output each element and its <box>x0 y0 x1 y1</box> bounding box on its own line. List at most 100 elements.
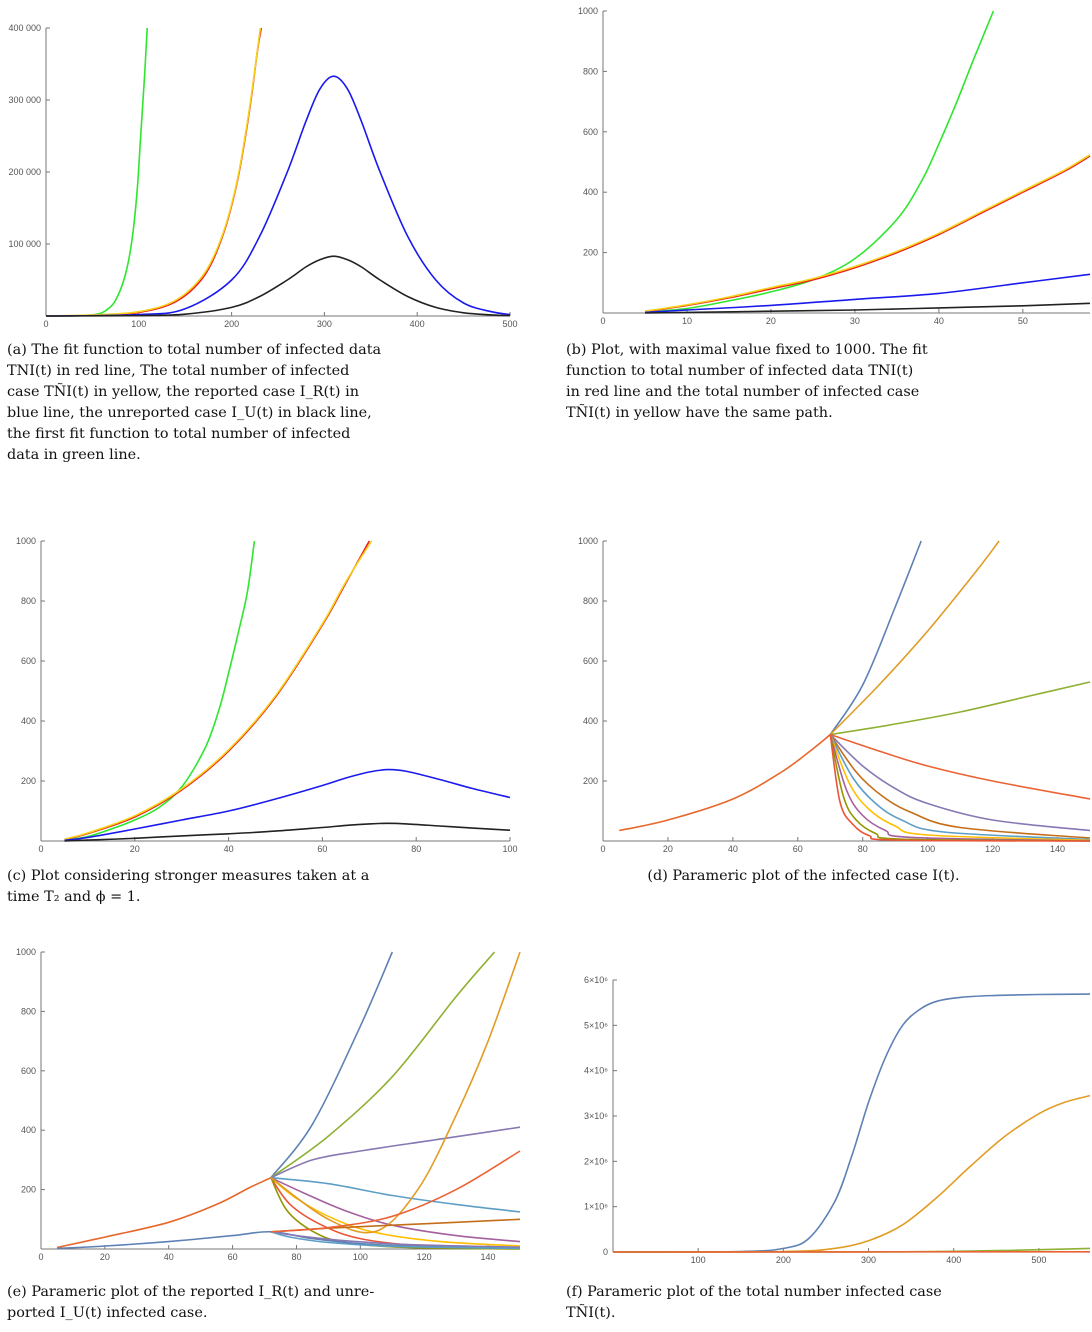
series-line <box>270 1231 521 1250</box>
x-tick-label: 30 <box>850 316 860 326</box>
x-tick-label: 400 <box>946 1255 961 1265</box>
series-line <box>46 255 511 317</box>
series-line <box>64 540 373 840</box>
caption-line: (e) Parameric plot of the reported I_R(t… <box>7 1284 375 1300</box>
series-line <box>270 951 521 1234</box>
series-line <box>829 734 1091 842</box>
series-line <box>64 768 511 842</box>
x-tick-label: 0 <box>600 844 605 854</box>
y-tick-label: 1000 <box>578 536 598 546</box>
x-tick-label: 100 <box>691 1255 706 1265</box>
x-tick-label: 20 <box>766 316 776 326</box>
chart-d: 0 20 40 60 80 100 120 140 200 400 600 800 1000 <box>578 536 1091 854</box>
caption-line: time T₂ and ϕ = 1. <box>7 889 141 905</box>
y-tick-label: 400 <box>583 716 598 726</box>
x-tick-label: 140 <box>481 1252 496 1262</box>
series-line <box>829 734 1091 841</box>
y-tick-label: 800 <box>583 596 598 606</box>
series-line <box>829 734 1091 842</box>
x-tick-label: 120 <box>417 1252 432 1262</box>
x-tick-label: 0 <box>38 1252 43 1262</box>
y-tick-label: 800 <box>21 1006 36 1016</box>
series-line <box>644 154 1091 312</box>
series-line <box>644 155 1091 313</box>
series-line <box>270 1176 521 1213</box>
caption-line: (b) Plot, with maximal value fixed to 10… <box>566 342 928 358</box>
caption-line: data in green line. <box>7 447 141 463</box>
y-tick-label: 200 000 <box>8 167 41 177</box>
series-line <box>613 993 1091 1253</box>
series-line <box>270 1126 521 1179</box>
x-tick-label: 0 <box>43 319 48 329</box>
series-line <box>46 27 148 317</box>
series-line <box>270 951 496 1179</box>
caption-f: (f) Parameric plot of the total number i… <box>566 1282 1041 1324</box>
series-line <box>64 540 370 841</box>
x-tick-label: 10 <box>682 316 692 326</box>
y-tick-label: 1000 <box>16 536 36 546</box>
x-tick-label: 100 <box>502 844 517 854</box>
caption-line: the first fit function to total number o… <box>7 426 351 442</box>
caption-d: (d) Parameric plot of the infected case … <box>566 866 1041 887</box>
series-line <box>270 951 394 1179</box>
x-tick-label: 500 <box>502 319 517 329</box>
chart-c: 0 20 40 60 80 100 200 400 600 800 1000 <box>16 536 518 854</box>
caption-line: TÑI(t) in yellow have the same path. <box>566 405 833 421</box>
x-tick-label: 40 <box>164 1252 174 1262</box>
series-line <box>270 1150 521 1233</box>
y-tick-label: 200 <box>583 248 598 258</box>
y-tick-label: 800 <box>21 596 36 606</box>
chart-e: 0 20 40 60 80 100 120 140 200 400 600 800 1000 <box>16 947 521 1262</box>
series-line <box>829 734 1091 842</box>
series-line <box>829 734 1091 839</box>
caption-line: (a) The fit function to total number of … <box>7 342 382 358</box>
series-line <box>270 1176 521 1243</box>
caption-line: (f) Parameric plot of the total number i… <box>566 1284 942 1300</box>
caption-line: TÑI(t). <box>566 1305 616 1321</box>
y-tick-label: 200 <box>21 1185 36 1195</box>
y-tick-label: 600 <box>21 656 36 666</box>
x-tick-label: 0 <box>600 316 605 326</box>
y-tick-label: 2×10⁶ <box>584 1156 608 1166</box>
x-tick-label: 400 <box>410 319 425 329</box>
y-tick-label: 400 <box>21 716 36 726</box>
series-line <box>64 822 511 842</box>
y-tick-label: 100 000 <box>8 239 41 249</box>
y-tick-label: 600 <box>21 1066 36 1076</box>
x-tick-label: 40 <box>728 844 738 854</box>
chart-a: 0 100 200 300 400 500 100 000 200 000 300 000 400… <box>8 23 517 329</box>
x-tick-label: 100 <box>920 844 935 854</box>
x-tick-label: 120 <box>985 844 1000 854</box>
series-line <box>270 1177 521 1247</box>
x-tick-label: 80 <box>858 844 868 854</box>
series-line <box>46 75 511 317</box>
y-tick-label: 400 000 <box>8 23 41 33</box>
series-line <box>613 1094 1091 1253</box>
series-line <box>830 681 1091 736</box>
x-tick-label: 20 <box>130 844 140 854</box>
series-line <box>829 540 1000 736</box>
chart-f: 100 200 300 400 500 1×10⁶ 2×10⁶ 3×10⁶ 4×10⁶ 5×10⁶… <box>584 975 1091 1265</box>
series-line <box>644 273 1091 314</box>
series-line <box>829 734 1091 842</box>
x-tick-label: 80 <box>291 1252 301 1262</box>
y-tick-label: 1000 <box>578 6 598 16</box>
caption-e: (e) Parameric plot of the reported I_R(t… <box>7 1282 482 1324</box>
series-line <box>644 302 1091 314</box>
x-tick-label: 200 <box>776 1255 791 1265</box>
caption-line: (c) Plot considering stronger measures t… <box>7 868 370 884</box>
caption-line: TNI(t) in red line, The total number of … <box>7 363 350 379</box>
x-tick-label: 20 <box>663 844 673 854</box>
caption-line: in red line and the total number of infe… <box>566 384 920 400</box>
y-tick-label: 400 <box>21 1125 36 1135</box>
y-tick-label: 0 <box>603 1247 608 1257</box>
y-tick-label: 4×10⁶ <box>584 1066 608 1076</box>
series-line <box>46 27 263 317</box>
x-tick-label: 100 <box>131 319 146 329</box>
series-line <box>644 10 995 313</box>
y-tick-label: 3×10⁶ <box>584 1111 608 1121</box>
caption-line: blue line, the unreported case I_U(t) in… <box>7 405 372 421</box>
caption-line: case TÑI(t) in yellow, the reported case… <box>7 384 359 400</box>
x-tick-label: 20 <box>100 1252 110 1262</box>
x-tick-label: 0 <box>38 844 43 854</box>
